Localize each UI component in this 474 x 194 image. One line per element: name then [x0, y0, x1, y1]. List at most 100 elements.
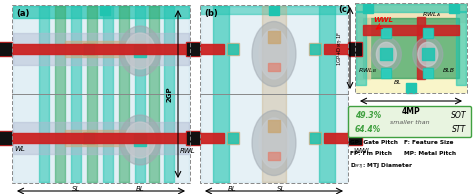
Bar — [324, 44, 354, 54]
Bar — [382, 28, 392, 38]
Text: 1GP+D$_{MTJ}$·1F: 1GP+D$_{MTJ}$·1F — [336, 30, 346, 66]
Bar — [194, 44, 224, 54]
Bar — [83, 133, 93, 143]
Bar — [13, 33, 189, 65]
Bar — [355, 3, 467, 93]
Bar — [187, 43, 199, 55]
Text: 4MP: 4MP — [401, 107, 420, 116]
Bar — [82, 132, 94, 144]
Text: WL: WL — [14, 146, 25, 152]
Bar — [406, 83, 416, 93]
Text: BL: BL — [136, 186, 145, 192]
Bar — [268, 31, 280, 43]
Bar — [269, 6, 279, 15]
Bar — [380, 48, 392, 60]
Bar — [348, 131, 362, 145]
Text: GP: Gate Pitch   F: Feature Size: GP: Gate Pitch F: Feature Size — [350, 140, 454, 145]
Ellipse shape — [413, 37, 443, 71]
Bar — [13, 6, 189, 18]
Text: BLB: BLB — [442, 68, 455, 73]
Ellipse shape — [371, 37, 401, 71]
Ellipse shape — [125, 122, 155, 158]
Ellipse shape — [376, 42, 396, 66]
Bar — [356, 4, 466, 92]
Ellipse shape — [119, 115, 161, 165]
Bar — [119, 6, 129, 182]
Text: WWL: WWL — [353, 148, 371, 154]
Text: 2GP: 2GP — [167, 86, 173, 102]
Text: 64.4%: 64.4% — [355, 125, 381, 133]
Bar — [356, 17, 370, 79]
Bar — [100, 6, 109, 15]
Bar — [134, 134, 146, 146]
Bar — [383, 69, 391, 77]
Text: RWL$_B$: RWL$_B$ — [358, 66, 377, 75]
Bar — [103, 6, 113, 182]
Text: (c): (c) — [338, 5, 351, 14]
Bar — [310, 44, 320, 54]
Text: D$_{MTJ}$: MTJ Diameter: D$_{MTJ}$: MTJ Diameter — [350, 162, 413, 172]
Bar — [268, 152, 280, 160]
Bar — [13, 122, 189, 154]
Bar — [356, 4, 466, 22]
Bar — [324, 133, 354, 143]
Bar — [268, 120, 280, 132]
Text: FP: Fin Pitch      MP: Metal Pitch: FP: Fin Pitch MP: Metal Pitch — [350, 151, 456, 156]
Bar — [417, 17, 425, 79]
Bar — [82, 43, 94, 55]
Bar — [186, 42, 200, 56]
Bar — [382, 68, 392, 78]
Bar — [6, 133, 196, 143]
Bar — [201, 6, 347, 14]
Bar — [356, 4, 466, 12]
Bar — [424, 29, 432, 37]
Bar — [449, 4, 459, 13]
Text: WWL: WWL — [373, 17, 393, 23]
Bar — [187, 132, 199, 144]
Text: smaller than: smaller than — [390, 120, 430, 125]
Bar — [83, 44, 93, 54]
Bar — [228, 133, 237, 143]
Text: RWL$_A$: RWL$_A$ — [422, 10, 441, 19]
Bar — [65, 41, 146, 57]
Bar — [363, 4, 373, 13]
Ellipse shape — [259, 118, 289, 168]
Text: SL: SL — [277, 186, 286, 192]
Bar — [423, 28, 433, 38]
Text: (a): (a) — [16, 9, 29, 18]
Ellipse shape — [119, 26, 161, 76]
Text: (b): (b) — [204, 9, 218, 18]
Bar — [135, 6, 145, 182]
Bar — [55, 6, 65, 182]
Bar — [227, 132, 238, 144]
Bar — [349, 132, 361, 144]
Bar — [349, 43, 361, 55]
Bar — [348, 42, 362, 56]
Bar — [383, 29, 391, 37]
Bar — [87, 6, 97, 182]
Bar — [71, 6, 81, 182]
Bar — [12, 5, 190, 183]
Bar — [0, 42, 12, 56]
Text: SL: SL — [72, 186, 80, 192]
Bar — [423, 68, 433, 78]
Bar — [6, 44, 196, 54]
Bar — [356, 11, 366, 85]
Bar — [310, 133, 320, 143]
FancyBboxPatch shape — [348, 107, 472, 138]
Ellipse shape — [259, 29, 289, 79]
Bar — [424, 69, 432, 77]
Bar — [0, 131, 12, 145]
Bar — [164, 6, 173, 182]
Ellipse shape — [252, 111, 296, 176]
Text: SOT: SOT — [450, 111, 466, 120]
Bar — [201, 6, 347, 182]
Bar — [0, 132, 11, 144]
Bar — [134, 45, 146, 57]
Bar — [228, 44, 237, 54]
Bar — [13, 6, 189, 182]
Bar — [422, 48, 434, 60]
Text: 49.3%: 49.3% — [355, 111, 381, 120]
Text: RWL: RWL — [179, 148, 195, 154]
Bar — [262, 6, 286, 182]
